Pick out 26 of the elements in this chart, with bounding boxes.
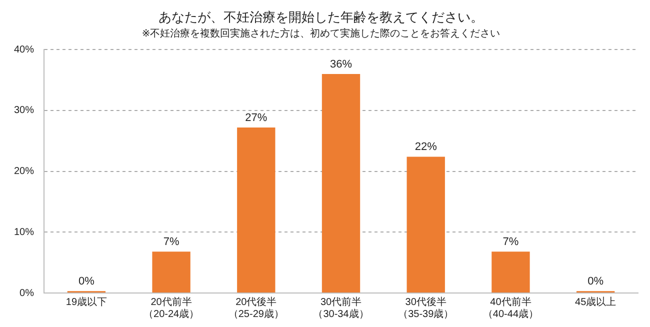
data-label: 7%: [163, 236, 180, 248]
bar: [322, 74, 360, 292]
x-tick-label: 30代後半（35-39歳）: [398, 296, 454, 320]
bar: [492, 252, 530, 292]
data-label: 22%: [414, 141, 438, 154]
data-label: 7%: [502, 236, 519, 248]
x-tick-label: 45歳以上: [575, 296, 616, 308]
bar: [237, 127, 276, 292]
data-label: 0%: [588, 276, 604, 288]
data-label: 0%: [78, 276, 95, 288]
bar: [152, 252, 190, 292]
x-tick-label: 20代前半（20-24歳）: [144, 296, 200, 320]
y-tick-label: 10%: [14, 226, 34, 238]
y-tick-label: 20%: [14, 166, 34, 178]
chart-subtitle: ※不妊治療を複数回実施された方は、初めて実施した際のことをお答えください: [142, 27, 500, 40]
y-tick-label: 30%: [14, 105, 34, 116]
y-tick-label: 0%: [20, 288, 34, 299]
x-tick-label: 19歳以下: [66, 296, 108, 308]
y-tick-label: 40%: [14, 44, 34, 56]
data-label: 36%: [330, 58, 352, 70]
chart-title: あなたが、不妊治療を開始した年齢を教えてください。: [158, 9, 484, 24]
bar: [406, 156, 445, 292]
x-tick-label: 20代後半（25-29歳）: [228, 296, 284, 320]
data-label: 27%: [245, 112, 268, 124]
x-tick-label: 30代前半（30-34歳）: [313, 296, 369, 320]
x-tick-label: 40代前半（40-44歳）: [482, 296, 539, 320]
